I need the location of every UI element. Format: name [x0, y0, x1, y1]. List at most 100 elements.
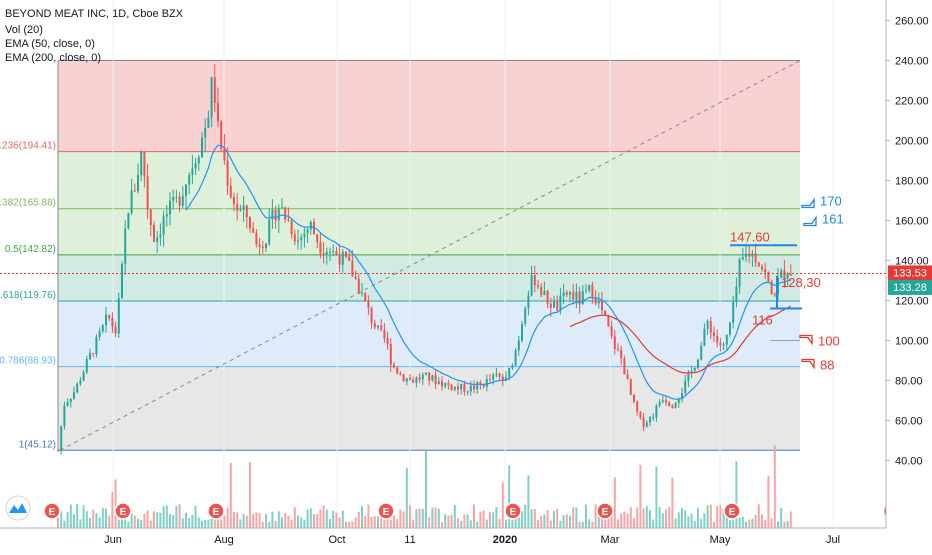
volume-bar	[204, 520, 207, 528]
candle-body	[73, 392, 75, 399]
candle-body	[770, 281, 773, 295]
candle-body	[489, 379, 491, 381]
candle-body	[738, 259, 741, 287]
candle-body	[741, 256, 744, 260]
volume-bar	[761, 514, 763, 528]
fib-level-label: .236(194.41)	[0, 141, 56, 152]
last-price-label: 133.53	[893, 267, 927, 279]
earnings-marker[interactable]: E	[207, 502, 225, 520]
candle-body	[162, 216, 165, 235]
earnings-marker[interactable]: E	[504, 502, 522, 520]
time-axis-bg	[0, 528, 932, 550]
candle-body	[658, 402, 661, 406]
earnings-marker[interactable]: E	[596, 502, 614, 520]
volume-bar	[777, 521, 779, 528]
candle-body	[245, 205, 248, 217]
price-tick-label: 120.00	[895, 296, 929, 308]
volume-bar	[636, 507, 639, 528]
tradingview-logo[interactable]	[5, 495, 31, 521]
candle-body	[767, 272, 770, 282]
candle-body	[357, 278, 360, 294]
volume-bar	[284, 513, 287, 528]
candle-body	[761, 266, 763, 270]
candle-body	[325, 252, 328, 255]
candle-body	[639, 411, 642, 418]
volume-bar	[389, 519, 392, 528]
volume-bar	[249, 462, 251, 528]
earnings-marker[interactable]: E	[377, 502, 395, 520]
time-axis[interactable]: Jun Aug Oct 11 2020 Mar May Jul	[0, 527, 932, 550]
volume-bar	[220, 519, 223, 528]
volume-bar	[370, 516, 373, 528]
earnings-marker[interactable]: E	[723, 502, 741, 520]
volume-bar	[137, 519, 139, 528]
earnings-circle	[504, 502, 522, 520]
candle-body	[287, 219, 290, 221]
grid	[112, 0, 834, 528]
candle-body	[546, 290, 549, 304]
candle-body	[297, 240, 299, 242]
volume-bar	[265, 514, 267, 528]
candle-body	[729, 322, 731, 335]
candle-body	[441, 381, 443, 387]
candle-body	[562, 292, 565, 297]
candle-body	[697, 359, 699, 369]
candle-body	[636, 401, 639, 412]
volume-bar	[463, 514, 466, 528]
volume-bar	[764, 519, 767, 528]
volume-bar	[412, 519, 415, 528]
volume-bar	[559, 520, 562, 528]
candle-body	[588, 285, 591, 291]
earnings-marker[interactable]: E	[43, 502, 61, 520]
volume-bar	[428, 516, 431, 528]
volume-bar	[533, 508, 536, 528]
trend-line[interactable]	[59, 60, 801, 451]
candle-body	[447, 383, 450, 385]
volume-bar	[620, 513, 623, 528]
candle-body	[117, 298, 120, 334]
volume-bar	[354, 517, 357, 528]
candle-body	[501, 376, 504, 381]
candle-body	[748, 253, 751, 257]
candle-body	[613, 336, 616, 349]
volume-bar	[738, 517, 741, 528]
candle-body	[492, 374, 495, 380]
candle-body	[537, 285, 539, 287]
fib-zone	[58, 208, 800, 255]
candle-body	[719, 342, 722, 346]
volume-bar	[546, 510, 549, 528]
candle-body	[700, 346, 703, 360]
volume-bar	[140, 520, 143, 528]
earnings-label: E	[49, 507, 56, 518]
earnings-markers[interactable]: EEEEEEEE	[43, 502, 902, 520]
earnings-circle	[596, 502, 614, 520]
candle-body	[764, 269, 767, 273]
candle-body	[178, 196, 181, 206]
annotations[interactable]: 147.60 128,30 116 100 88 170 161	[0, 194, 886, 373]
candle-body	[569, 292, 571, 295]
volume-bar	[441, 521, 443, 528]
volume-bar	[786, 520, 789, 528]
candle-body	[629, 379, 632, 395]
volume-bar	[575, 507, 578, 528]
time-tick-label: Jul	[826, 534, 840, 546]
candle-body	[402, 374, 405, 382]
candle-body	[149, 209, 152, 226]
candle-body	[620, 349, 623, 359]
candle-body	[300, 236, 303, 241]
price-axis[interactable]: 260.00 240.00 220.00 200.00 180.00 160.00 140.…	[885, 0, 932, 528]
volume-bar	[252, 513, 255, 528]
volume-bar	[697, 508, 699, 528]
candle-body	[76, 383, 79, 393]
candle-body	[668, 402, 671, 406]
indicator-ema50: EMA (50, close, 0)	[5, 38, 95, 50]
fib-zone	[58, 151, 800, 209]
candle-body	[242, 205, 245, 210]
earnings-marker[interactable]: E	[114, 502, 132, 520]
annotation-label: 147.60	[730, 229, 770, 244]
volume-bar	[607, 518, 610, 528]
volume-bar	[706, 505, 709, 528]
fib-retracement[interactable]	[57, 60, 800, 451]
